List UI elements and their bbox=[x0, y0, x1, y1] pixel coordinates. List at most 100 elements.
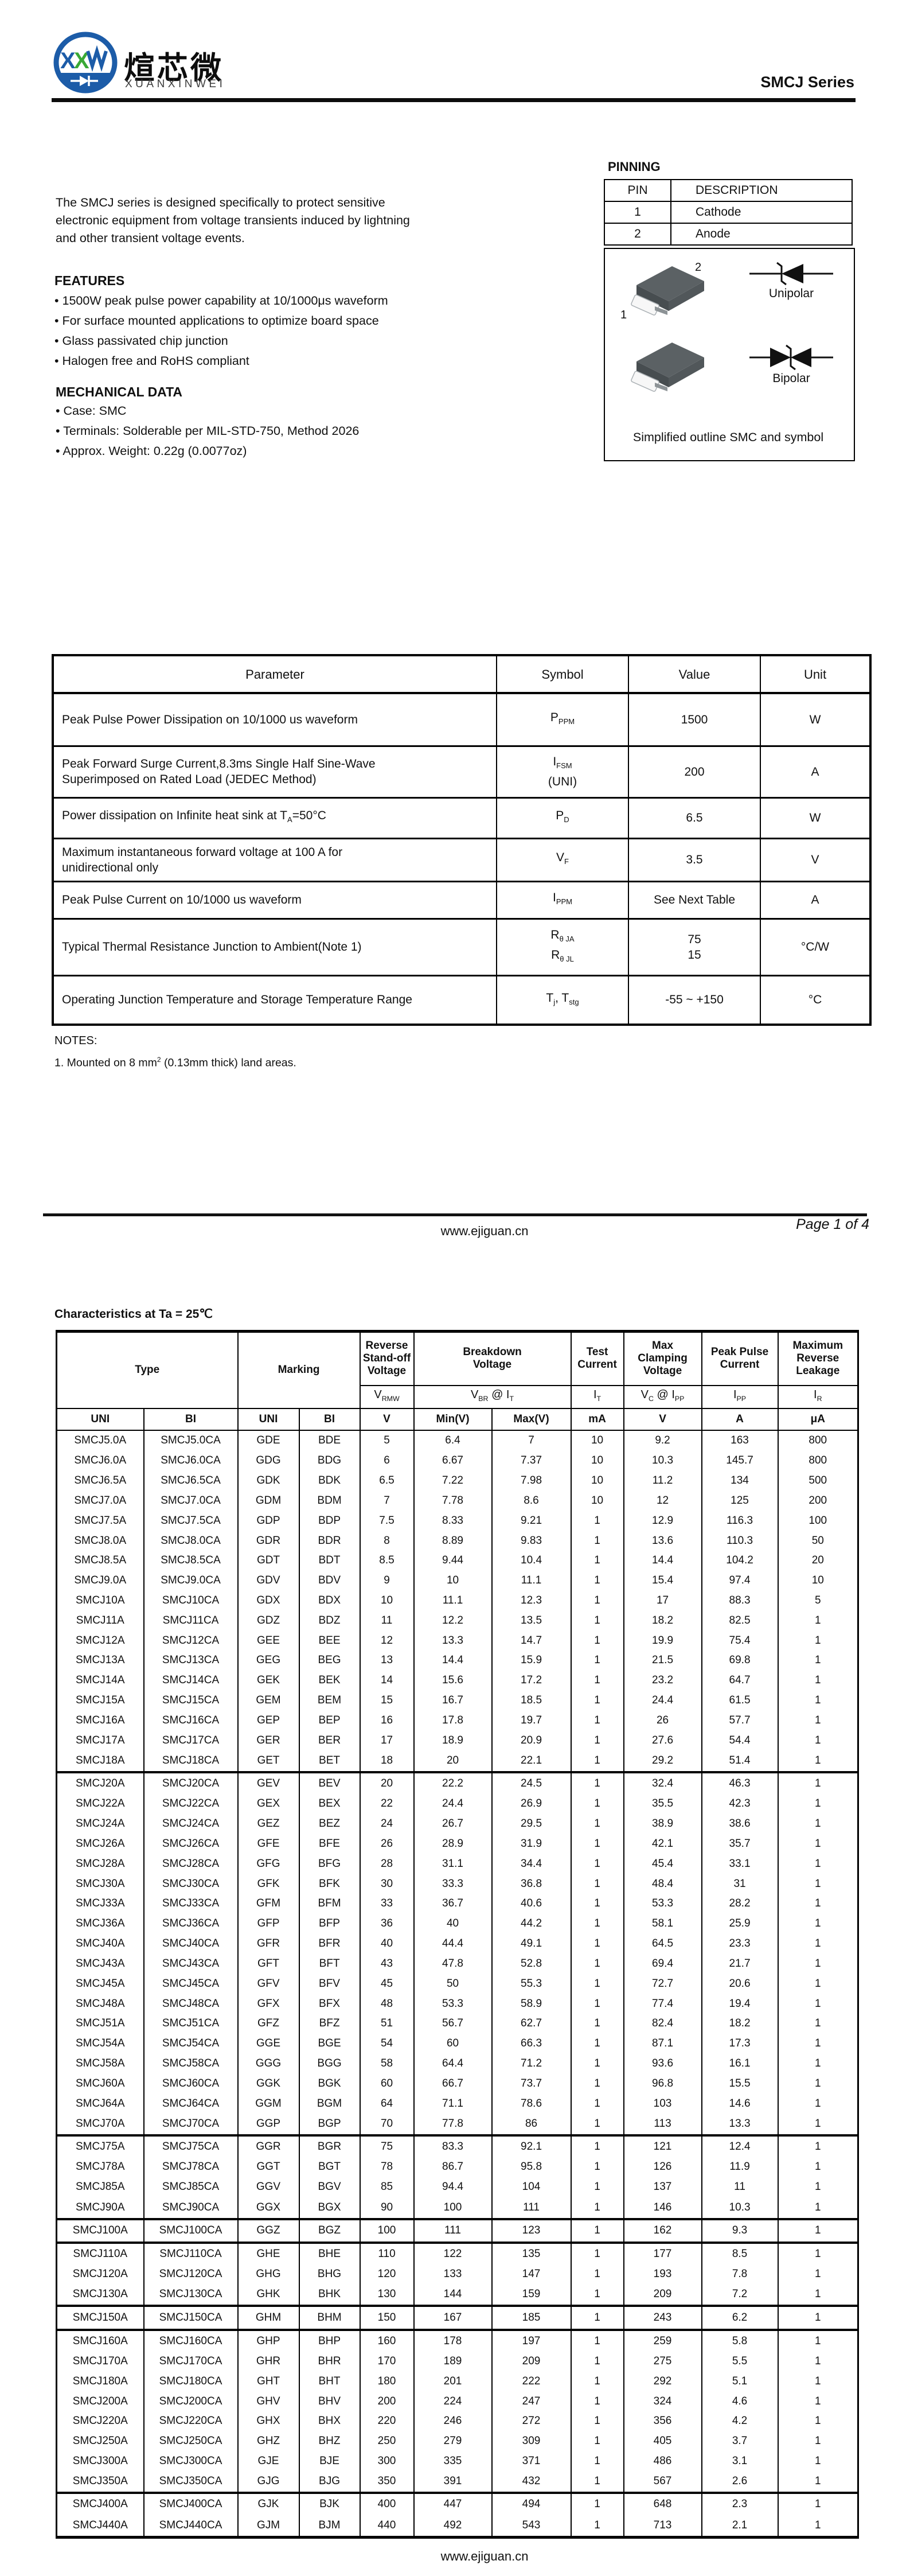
table-cell: GGK bbox=[237, 2073, 299, 2094]
table-cell: 11.1 bbox=[491, 1570, 571, 1591]
table-cell: GDX bbox=[237, 1590, 299, 1611]
table-cell: BHE bbox=[298, 2241, 360, 2264]
table-row: Typical Thermal Resistance Junction to A… bbox=[52, 917, 871, 976]
table-cell: 713 bbox=[623, 2515, 702, 2538]
table-cell: 71.2 bbox=[491, 2053, 571, 2074]
table-cell: GEX bbox=[237, 1794, 299, 1814]
table-cell: 10.3 bbox=[701, 2197, 778, 2219]
table-cell: 1 bbox=[570, 2134, 624, 2157]
table-cell: 1 bbox=[777, 2094, 858, 2114]
table-header-cell: DESCRIPTION bbox=[670, 179, 853, 202]
table-cell: 1 bbox=[570, 1690, 624, 1711]
table-cell: 1 bbox=[570, 1651, 624, 1671]
table-cell: SMCJ22CA bbox=[143, 1794, 238, 1814]
table-row: SMCJ40A SMCJ40CA GFR BFR 40 44.4 49.1 1 64.5 23.3… bbox=[56, 1933, 858, 1954]
table-cell: 137 bbox=[623, 2177, 702, 2197]
table-cell: SMCJ45A bbox=[56, 1974, 144, 1994]
table-cell: 73.7 bbox=[491, 2073, 571, 2094]
table-cell: 147 bbox=[491, 2264, 571, 2285]
table-cell: 6.5 bbox=[628, 796, 761, 839]
characteristics-title: Characteristics at Ta = 25℃ bbox=[54, 1308, 213, 1321]
table-cell: 16.1 bbox=[701, 2053, 778, 2074]
table-cell: 120 bbox=[359, 2264, 414, 2285]
table-cell: GET bbox=[237, 1750, 299, 1773]
table-cell: 70 bbox=[359, 2114, 414, 2135]
table-row: SMCJ85A SMCJ85CA GGV BGV 85 94.4 104 1 137 11 1 bbox=[56, 2177, 858, 2197]
table-cell: 7 bbox=[491, 1430, 571, 1451]
table-cell: 18.9 bbox=[413, 1730, 492, 1751]
website-url: www.ejiguan.cn bbox=[440, 1224, 529, 1238]
table-cell: SMCJ64A bbox=[56, 2094, 144, 2114]
table-cell: GEM bbox=[237, 1690, 299, 1711]
list-item: For surface mounted applications to opti… bbox=[54, 314, 502, 328]
table-cell: 11.2 bbox=[623, 1470, 702, 1491]
table-cell: 1 bbox=[570, 2217, 624, 2243]
table-cell: 110.3 bbox=[701, 1531, 778, 1551]
table-cell: 133 bbox=[413, 2264, 492, 2285]
table-row: SMCJ78A SMCJ78CA GGT BGT 78 86.7 95.8 1 126 11.9 1 bbox=[56, 2157, 858, 2177]
table-cell: 1 bbox=[570, 1874, 624, 1894]
table-cell: 1 bbox=[777, 1814, 858, 1834]
table-cell: SMCJ300CA bbox=[143, 2451, 238, 2472]
table-cell: GEV bbox=[237, 1771, 299, 1795]
table-cell: 36 bbox=[359, 1913, 414, 1934]
table-row: SMCJ20A SMCJ20CA GEV BEV 20 22.2 24.5 1 32.4 46.3… bbox=[56, 1771, 858, 1795]
table-cell: 1 bbox=[777, 2328, 858, 2352]
smc-package-bipolar-image bbox=[631, 343, 704, 392]
table-cell: 1 bbox=[777, 1794, 858, 1814]
table-cell: GGT bbox=[237, 2157, 299, 2177]
table-cell: 13.3 bbox=[413, 1631, 492, 1651]
table-cell: 130 bbox=[359, 2284, 414, 2306]
table-cell: 15.6 bbox=[413, 1670, 492, 1691]
table-cell: GHV bbox=[237, 2391, 299, 2411]
table-cell: SMCJ150A bbox=[56, 2305, 144, 2330]
table-cell: Rθ JA Rθ JL bbox=[496, 917, 629, 976]
table-header-cell: Max Clamping Voltage bbox=[623, 1331, 702, 1386]
list-item: 1500W peak pulse power capability at 10/… bbox=[54, 294, 502, 308]
table-row: SMCJ200A SMCJ200CA GHV BHV 200 224 247 1 324 4.6 1 bbox=[56, 2391, 858, 2411]
table-cell: 19.9 bbox=[623, 1631, 702, 1651]
table-cell: SMCJ14A bbox=[56, 1670, 144, 1691]
table-row: SMCJ18A SMCJ18CA GET BET 18 20 22.1 1 29.2 51.4 1 bbox=[56, 1750, 858, 1773]
table-row: SMCJ14A SMCJ14CA GEK BEK 14 15.6 17.2 1 23.2 64.7… bbox=[56, 1670, 858, 1691]
table-cell: 6.2 bbox=[701, 2305, 778, 2330]
table-cell: 26.9 bbox=[491, 1794, 571, 1814]
table-cell: 55.3 bbox=[491, 1974, 571, 1994]
table-row: Peak Pulse Current on 10/1000 us wavefor… bbox=[52, 880, 871, 919]
table-row: SMCJ11A SMCJ11CA GDZ BDZ 11 12.2 13.5 1 18.2 82.5… bbox=[56, 1610, 858, 1631]
table-row: Maximum instantaneous forward voltage at… bbox=[52, 837, 871, 882]
table-header-cell: Reverse Stand-off Voltage bbox=[359, 1331, 414, 1386]
table-cell: 126 bbox=[623, 2157, 702, 2177]
table-cell: 1 bbox=[777, 2431, 858, 2452]
table-cell: 100 bbox=[777, 1511, 858, 1531]
table-cell: 145.7 bbox=[701, 1450, 778, 1471]
table-cell: 1 bbox=[570, 1631, 624, 1651]
table-row: SMCJ6.0A SMCJ6.0CA GDG BDG 6 6.67 7.37 10 10.3 14… bbox=[56, 1450, 858, 1471]
table-cell: 64.7 bbox=[701, 1670, 778, 1691]
table-cell: 1 bbox=[570, 1933, 624, 1954]
table-cell: GER bbox=[237, 1730, 299, 1751]
table-cell: °C bbox=[760, 974, 871, 1025]
footer-rule bbox=[43, 1213, 867, 1216]
table-cell: 1 bbox=[570, 1974, 624, 1994]
table-cell: BET bbox=[298, 1750, 360, 1773]
table-cell: SMCJ5.0A bbox=[56, 1430, 144, 1451]
table-cell: 1 bbox=[570, 2073, 624, 2094]
table-row: SMCJ180A SMCJ180CA GHT BHT 180 201 222 1 292 5.1 1 bbox=[56, 2371, 858, 2392]
table-cell: °C/W bbox=[760, 917, 871, 976]
table-header-cell: Value bbox=[628, 655, 761, 694]
table-cell: 1 bbox=[777, 2033, 858, 2054]
table-cell: GJE bbox=[237, 2451, 299, 2472]
table-cell: 1 bbox=[570, 2451, 624, 2472]
table-cell: 371 bbox=[491, 2451, 571, 2472]
table-cell: 1 bbox=[777, 2114, 858, 2135]
table-cell: BFG bbox=[298, 1854, 360, 1874]
table-cell: Power dissipation on Infinite heat sink … bbox=[52, 796, 497, 839]
table-cell: GDE bbox=[237, 1430, 299, 1451]
table-cell: SMCJ9.0A bbox=[56, 1570, 144, 1591]
table-row: SMCJ45A SMCJ45CA GFV BFV 45 50 55.3 1 72.7 20.6 1 bbox=[56, 1974, 858, 1994]
table-cell: 2 bbox=[604, 223, 671, 246]
svg-text:X: X bbox=[60, 48, 76, 73]
table-cell: SMCJ220CA bbox=[143, 2411, 238, 2431]
table-cell: 1 bbox=[570, 2328, 624, 2352]
